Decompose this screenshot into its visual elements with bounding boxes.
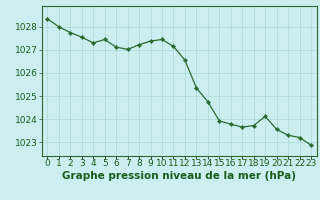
- X-axis label: Graphe pression niveau de la mer (hPa): Graphe pression niveau de la mer (hPa): [62, 171, 296, 181]
